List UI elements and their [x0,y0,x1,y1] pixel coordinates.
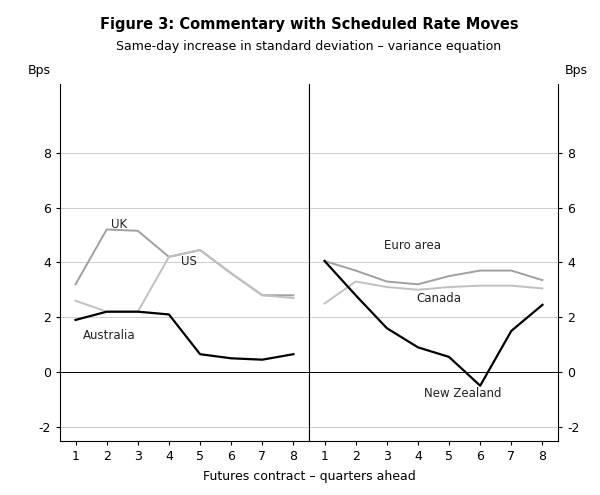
Text: Bps: Bps [565,64,588,77]
Text: Australia: Australia [83,329,136,342]
Text: Futures contract – quarters ahead: Futures contract – quarters ahead [203,470,415,483]
Text: Bps: Bps [28,64,50,77]
Text: Figure 3: Commentary with Scheduled Rate Moves: Figure 3: Commentary with Scheduled Rate… [100,17,518,32]
Text: Same-day increase in standard deviation – variance equation: Same-day increase in standard deviation … [116,40,502,52]
Text: US: US [181,255,197,268]
Text: UK: UK [112,218,127,231]
Text: New Zealand: New Zealand [424,387,502,399]
Text: Canada: Canada [416,292,461,305]
Text: Euro area: Euro area [384,239,440,251]
